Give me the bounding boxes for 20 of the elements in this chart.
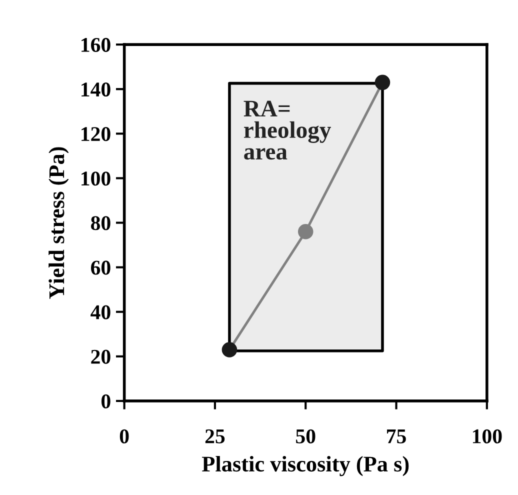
point [374, 74, 390, 90]
y-tick-label: 120 [82, 127, 110, 142]
x-tick-label: 0 [120, 429, 129, 444]
y-tick-label: 160 [82, 38, 110, 52]
y-tick-label: 140 [82, 82, 110, 97]
x-tick-label: 50 [296, 429, 316, 444]
x-axis-title: Plastic viscosity (Pa s) [202, 456, 409, 476]
x-tick-label: 25 [205, 429, 225, 444]
y-axis-title: Yield stress (Pa) [48, 147, 69, 299]
point [298, 224, 314, 240]
y-tick-label: 40 [90, 305, 110, 320]
point [222, 342, 238, 358]
y-tick-label: 80 [90, 216, 110, 230]
y-tick-label: 20 [91, 350, 110, 364]
annotation: RA= rheology area [244, 100, 332, 160]
x-tick-label: 100 [472, 429, 502, 444]
y-tick-label: 100 [82, 172, 110, 186]
y-tick-label: 0 [102, 394, 110, 408]
x-tick-label: 75 [387, 430, 406, 444]
y-tick-label: 60 [91, 260, 110, 275]
